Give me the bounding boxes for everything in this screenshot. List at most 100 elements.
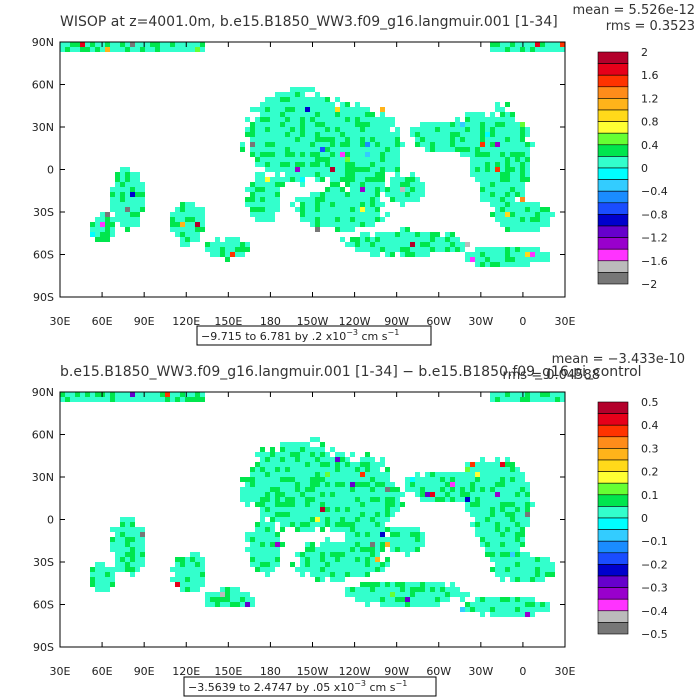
colorbar-swatch xyxy=(597,424,629,438)
x-tick-label: 60E xyxy=(92,315,113,328)
colorbar-swatch xyxy=(597,51,629,64)
x-tick-label: 60W xyxy=(426,315,451,328)
x-tick-label: 120E xyxy=(172,665,200,678)
colorbar-label: −0.2 xyxy=(641,558,668,571)
colorbar-label: −1.6 xyxy=(641,255,668,268)
colorbar-label: 0.1 xyxy=(641,489,659,502)
y-tick-label: 0 xyxy=(47,514,54,527)
x-tick-label: 180 xyxy=(260,665,281,678)
x-tick-label: 30E xyxy=(555,665,576,678)
colorbar-swatch xyxy=(597,144,629,157)
x-tick-label: 30W xyxy=(468,665,493,678)
colorbar-swatch xyxy=(597,517,629,530)
colorbar-swatch xyxy=(597,494,629,507)
mean-stat: mean = −3.433e-10 xyxy=(552,352,685,367)
colorbar: 2 1.6 1.2 0.8 0.4 0 −0.4 −0.8 −1.2 −1.6 −2 xyxy=(597,46,668,291)
colorbar-swatch xyxy=(597,167,629,180)
colorbar-swatch xyxy=(597,471,629,484)
y-axis: 90N 60N 30N 0 30S 60S 90S xyxy=(32,386,565,654)
colorbar-label: −0.4 xyxy=(641,185,668,198)
colorbar-label: 0.3 xyxy=(641,442,659,455)
colorbar-swatch xyxy=(597,552,629,565)
colorbar-label: −0.3 xyxy=(641,582,668,595)
colorbar-swatch xyxy=(597,540,629,554)
range-label: −9.715 to 6.781 by .2 x10 xyxy=(201,330,346,343)
map-field xyxy=(60,42,565,267)
y-tick-label: 30S xyxy=(33,556,54,569)
x-tick-label: 90E xyxy=(134,315,155,328)
colorbar-swatch xyxy=(597,63,629,76)
colorbar-swatch xyxy=(597,132,629,146)
colorbar-swatch xyxy=(597,190,629,204)
colorbar-swatch xyxy=(597,448,629,461)
colorbar-label: −0.5 xyxy=(641,628,668,641)
colorbar-swatch xyxy=(597,74,629,88)
colorbar-label: 0.2 xyxy=(641,466,659,479)
y-tick-label: 90N xyxy=(32,386,54,399)
rms-stat: rms = 0.3523 xyxy=(606,19,695,34)
x-tick-label: 120W xyxy=(339,665,371,678)
rms-stat: rms = 0.04588 xyxy=(503,368,600,383)
colorbar-swatch xyxy=(597,529,629,542)
colorbar-label: 1.2 xyxy=(641,92,659,105)
colorbar-swatch xyxy=(597,436,629,449)
x-tick-label: 150W xyxy=(297,665,329,678)
y-tick-label: 60N xyxy=(32,429,54,442)
x-tick-label: 30E xyxy=(50,665,71,678)
colorbar-swatch xyxy=(597,156,629,169)
colorbar-swatch xyxy=(597,598,629,612)
colorbar-swatch xyxy=(597,272,629,285)
x-tick-label: 150W xyxy=(297,315,329,328)
colorbar-label: 0.8 xyxy=(641,116,659,129)
colorbar-swatch xyxy=(597,610,629,623)
colorbar-swatch xyxy=(597,564,629,577)
y-tick-label: 60S xyxy=(33,249,54,262)
colorbar-label: 0.5 xyxy=(641,396,659,409)
colorbar-swatch xyxy=(597,248,629,262)
x-tick-label: 90W xyxy=(384,315,409,328)
colorbar-label: 1.6 xyxy=(641,69,659,82)
colorbar-label: 0 xyxy=(641,512,648,525)
range-units-exponent: −1 xyxy=(388,328,400,337)
y-tick-label: 90S xyxy=(33,291,54,304)
y-tick-label: 30N xyxy=(32,121,54,134)
colorbar-swatch xyxy=(597,214,629,227)
range-box: −3.5639 to 2.4747 by .05 x10−3 cm s−1 xyxy=(183,676,437,697)
mean-stat: mean = 5.526e-12 xyxy=(573,3,695,18)
colorbar-label: 0 xyxy=(641,162,648,175)
colorbar-label: −0.4 xyxy=(641,605,668,618)
colorbar-swatch xyxy=(597,98,629,111)
colorbar-swatch xyxy=(597,121,629,134)
colorbar-swatch xyxy=(597,225,629,238)
colorbar-swatch xyxy=(597,202,629,215)
y-tick-label: 30N xyxy=(32,471,54,484)
colorbar-label: −2 xyxy=(641,278,657,291)
x-tick-label: 60W xyxy=(426,665,451,678)
x-axis: 30E 60E 90E 120E 150E 180 150W 120W 90W 60W 30W 0 30… xyxy=(50,392,576,678)
panel-bottom: b.e15.B1850_WW3.f09_g16.langmuir.001 [1-… xyxy=(32,352,685,697)
y-tick-label: 90S xyxy=(33,641,54,654)
colorbar-swatch xyxy=(597,260,629,273)
colorbar-label: 0.4 xyxy=(641,419,659,432)
x-tick-label: 30E xyxy=(50,315,71,328)
x-tick-label: 90E xyxy=(134,665,155,678)
colorbar: 0.5 0.4 0.3 0.2 0.1 0 −0.1 −0.2 −0.3 −0.4 −0.5 xyxy=(597,396,668,641)
range-exponent: −3 xyxy=(346,328,358,337)
x-tick-label: 0 xyxy=(519,665,526,678)
colorbar-swatch xyxy=(597,459,629,472)
map-field xyxy=(60,392,565,617)
colorbar-label: 0.4 xyxy=(641,139,659,152)
colorbar-swatch xyxy=(597,482,629,496)
colorbar-swatch xyxy=(597,237,629,250)
x-tick-label: 30W xyxy=(468,315,493,328)
colorbar-swatch xyxy=(597,86,629,99)
range-exponent: −3 xyxy=(354,679,366,688)
x-tick-label: 150E xyxy=(214,315,242,328)
range-units: cm s xyxy=(358,330,388,343)
panel-title: b.e15.B1850_WW3.f09_g16.langmuir.001 [1-… xyxy=(60,364,642,380)
svg-text:−9.715 to 6.781 by .2 x10−3 cm: −9.715 to 6.781 by .2 x10−3 cm s−1 xyxy=(201,328,399,343)
x-tick-label: 150E xyxy=(214,665,242,678)
y-tick-label: 60N xyxy=(32,79,54,92)
x-tick-label: 120E xyxy=(172,315,200,328)
colorbar-label: −0.1 xyxy=(641,535,668,548)
